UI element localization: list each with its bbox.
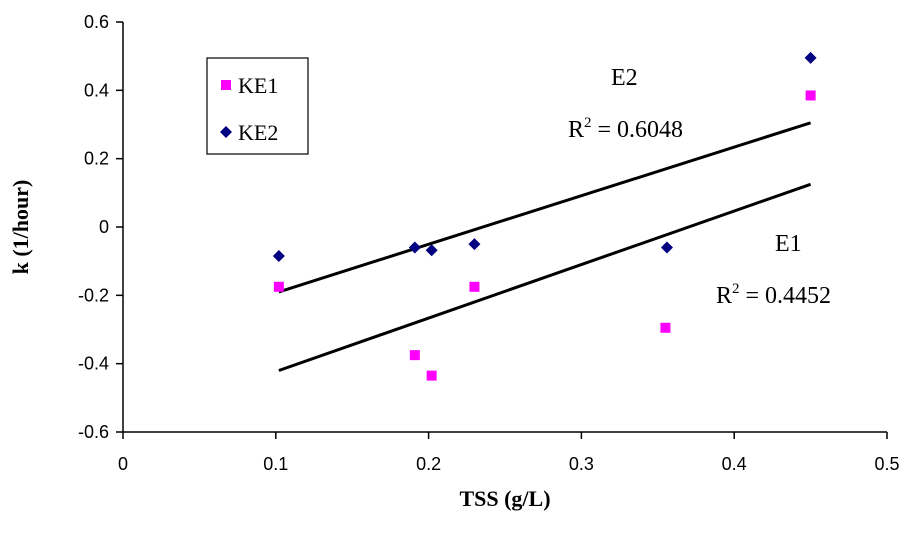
- annotation-e1-r2: R2 = 0.4452: [716, 281, 831, 309]
- x-axis-title: TSS (g/L): [459, 486, 550, 511]
- y-tick-label: 0.4: [84, 80, 109, 100]
- legend-box: [206, 57, 309, 155]
- point-ke2: [804, 51, 817, 64]
- annotations: E2 R2 = 0.6048 E1 R2 = 0.4452: [568, 65, 831, 309]
- trendline-e2: [278, 121, 812, 294]
- annotation-e1-name: E1: [775, 231, 802, 257]
- annotation-e2-r2-sup: 2: [584, 115, 592, 131]
- point-ke2: [272, 250, 285, 263]
- legend: KE1 KE2: [206, 57, 309, 155]
- legend-ke2-label: KE2: [238, 120, 278, 145]
- annotation-e2-r2-prefix: R: [568, 117, 584, 143]
- y-tick-label: 0.6: [84, 12, 109, 32]
- legend-ke1-marker: [221, 80, 231, 90]
- x-tick-label: 0: [118, 454, 128, 474]
- point-ke1: [469, 281, 480, 292]
- y-tick-label: 0.2: [84, 149, 109, 169]
- y-tick-label: -0.4: [78, 354, 109, 374]
- x-tick-label: 0.5: [874, 454, 899, 474]
- trendline-e1: [278, 182, 812, 372]
- y-tick-label: 0: [99, 217, 109, 237]
- point-ke2: [425, 244, 438, 257]
- point-ke1: [273, 281, 284, 292]
- legend-ke2-marker: [220, 126, 232, 138]
- annotation-e1-r2-sup: 2: [732, 281, 740, 297]
- point-ke1: [426, 370, 437, 381]
- point-ke1: [660, 322, 671, 333]
- point-ke2: [408, 241, 421, 254]
- y-tick-label: -0.2: [78, 285, 109, 305]
- annotation-e2-r2: R2 = 0.6048: [568, 115, 683, 143]
- annotation-e1-r2-prefix: R: [716, 283, 732, 309]
- annotation-e2-r2-value: = 0.6048: [592, 117, 684, 143]
- y-axis-title: k (1/hour): [8, 180, 33, 275]
- point-ke1: [805, 90, 816, 101]
- data-points: [272, 51, 817, 381]
- annotation-e2-name: E2: [611, 65, 638, 91]
- point-ke2: [660, 241, 673, 254]
- y-tick-label: -0.6: [78, 422, 109, 442]
- point-ke2: [468, 238, 481, 251]
- trendlines: [278, 121, 812, 372]
- x-tick-label: 0.2: [416, 454, 441, 474]
- x-ticks: 0 0.1 0.2 0.3 0.4 0.5: [118, 432, 900, 474]
- x-tick-label: 0.3: [569, 454, 594, 474]
- x-tick-label: 0.4: [722, 454, 747, 474]
- annotation-e1-r2-value: = 0.4452: [740, 283, 832, 309]
- legend-ke1-label: KE1: [238, 73, 278, 98]
- y-ticks: 0.6 0.4 0.2 0 -0.2 -0.4 -0.6: [78, 12, 123, 442]
- point-ke1: [409, 350, 420, 361]
- x-tick-label: 0.1: [263, 454, 288, 474]
